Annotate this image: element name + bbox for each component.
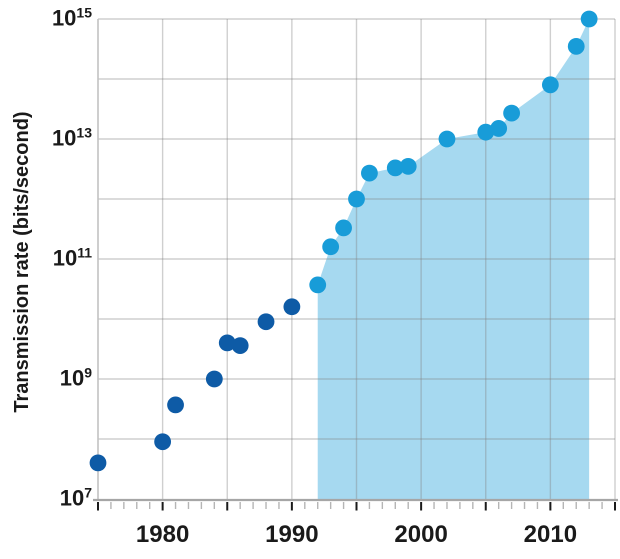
data-point bbox=[361, 164, 378, 182]
data-point bbox=[154, 433, 172, 451]
data-point bbox=[205, 370, 223, 388]
data-point bbox=[503, 104, 520, 122]
label-layer: 1980 1990 2000 2010 107 109 1011 1013 1015 bbox=[52, 5, 577, 549]
data-point bbox=[231, 337, 249, 355]
x-tick-label: 2010 bbox=[524, 521, 577, 548]
data-point bbox=[477, 123, 495, 141]
data-point bbox=[386, 159, 404, 177]
y-axis-title: Transmission rate (bits/second) bbox=[11, 111, 33, 412]
data-point bbox=[438, 130, 456, 148]
data-point bbox=[89, 454, 107, 472]
tick-layer bbox=[97, 502, 616, 511]
y-tick-label: 1015 bbox=[52, 5, 92, 31]
data-point bbox=[490, 120, 508, 137]
data-point bbox=[309, 276, 327, 294]
data-point bbox=[348, 190, 365, 208]
area-layer bbox=[317, 19, 590, 499]
x-tick-label: 1990 bbox=[265, 521, 318, 548]
data-point bbox=[399, 157, 417, 175]
grid-layer bbox=[98, 18, 616, 499]
x-tick-label: 2000 bbox=[394, 521, 447, 548]
data-point bbox=[335, 219, 352, 237]
y-tick-label: 1011 bbox=[53, 245, 92, 271]
area-fill bbox=[317, 19, 590, 499]
x-tick-label: 1980 bbox=[136, 521, 189, 548]
data-point bbox=[167, 396, 184, 414]
y-tick-label: 109 bbox=[60, 365, 92, 391]
data-point bbox=[322, 238, 340, 256]
data-point bbox=[580, 10, 598, 28]
data-point bbox=[541, 76, 559, 94]
dot-layer bbox=[89, 10, 598, 472]
data-point bbox=[567, 37, 585, 55]
y-tick-label: 107 bbox=[60, 485, 92, 511]
y-tick-label: 1013 bbox=[52, 125, 92, 151]
axis-layer bbox=[93, 19, 618, 502]
data-point bbox=[257, 313, 275, 331]
data-point bbox=[283, 298, 301, 316]
data-point bbox=[218, 334, 236, 352]
